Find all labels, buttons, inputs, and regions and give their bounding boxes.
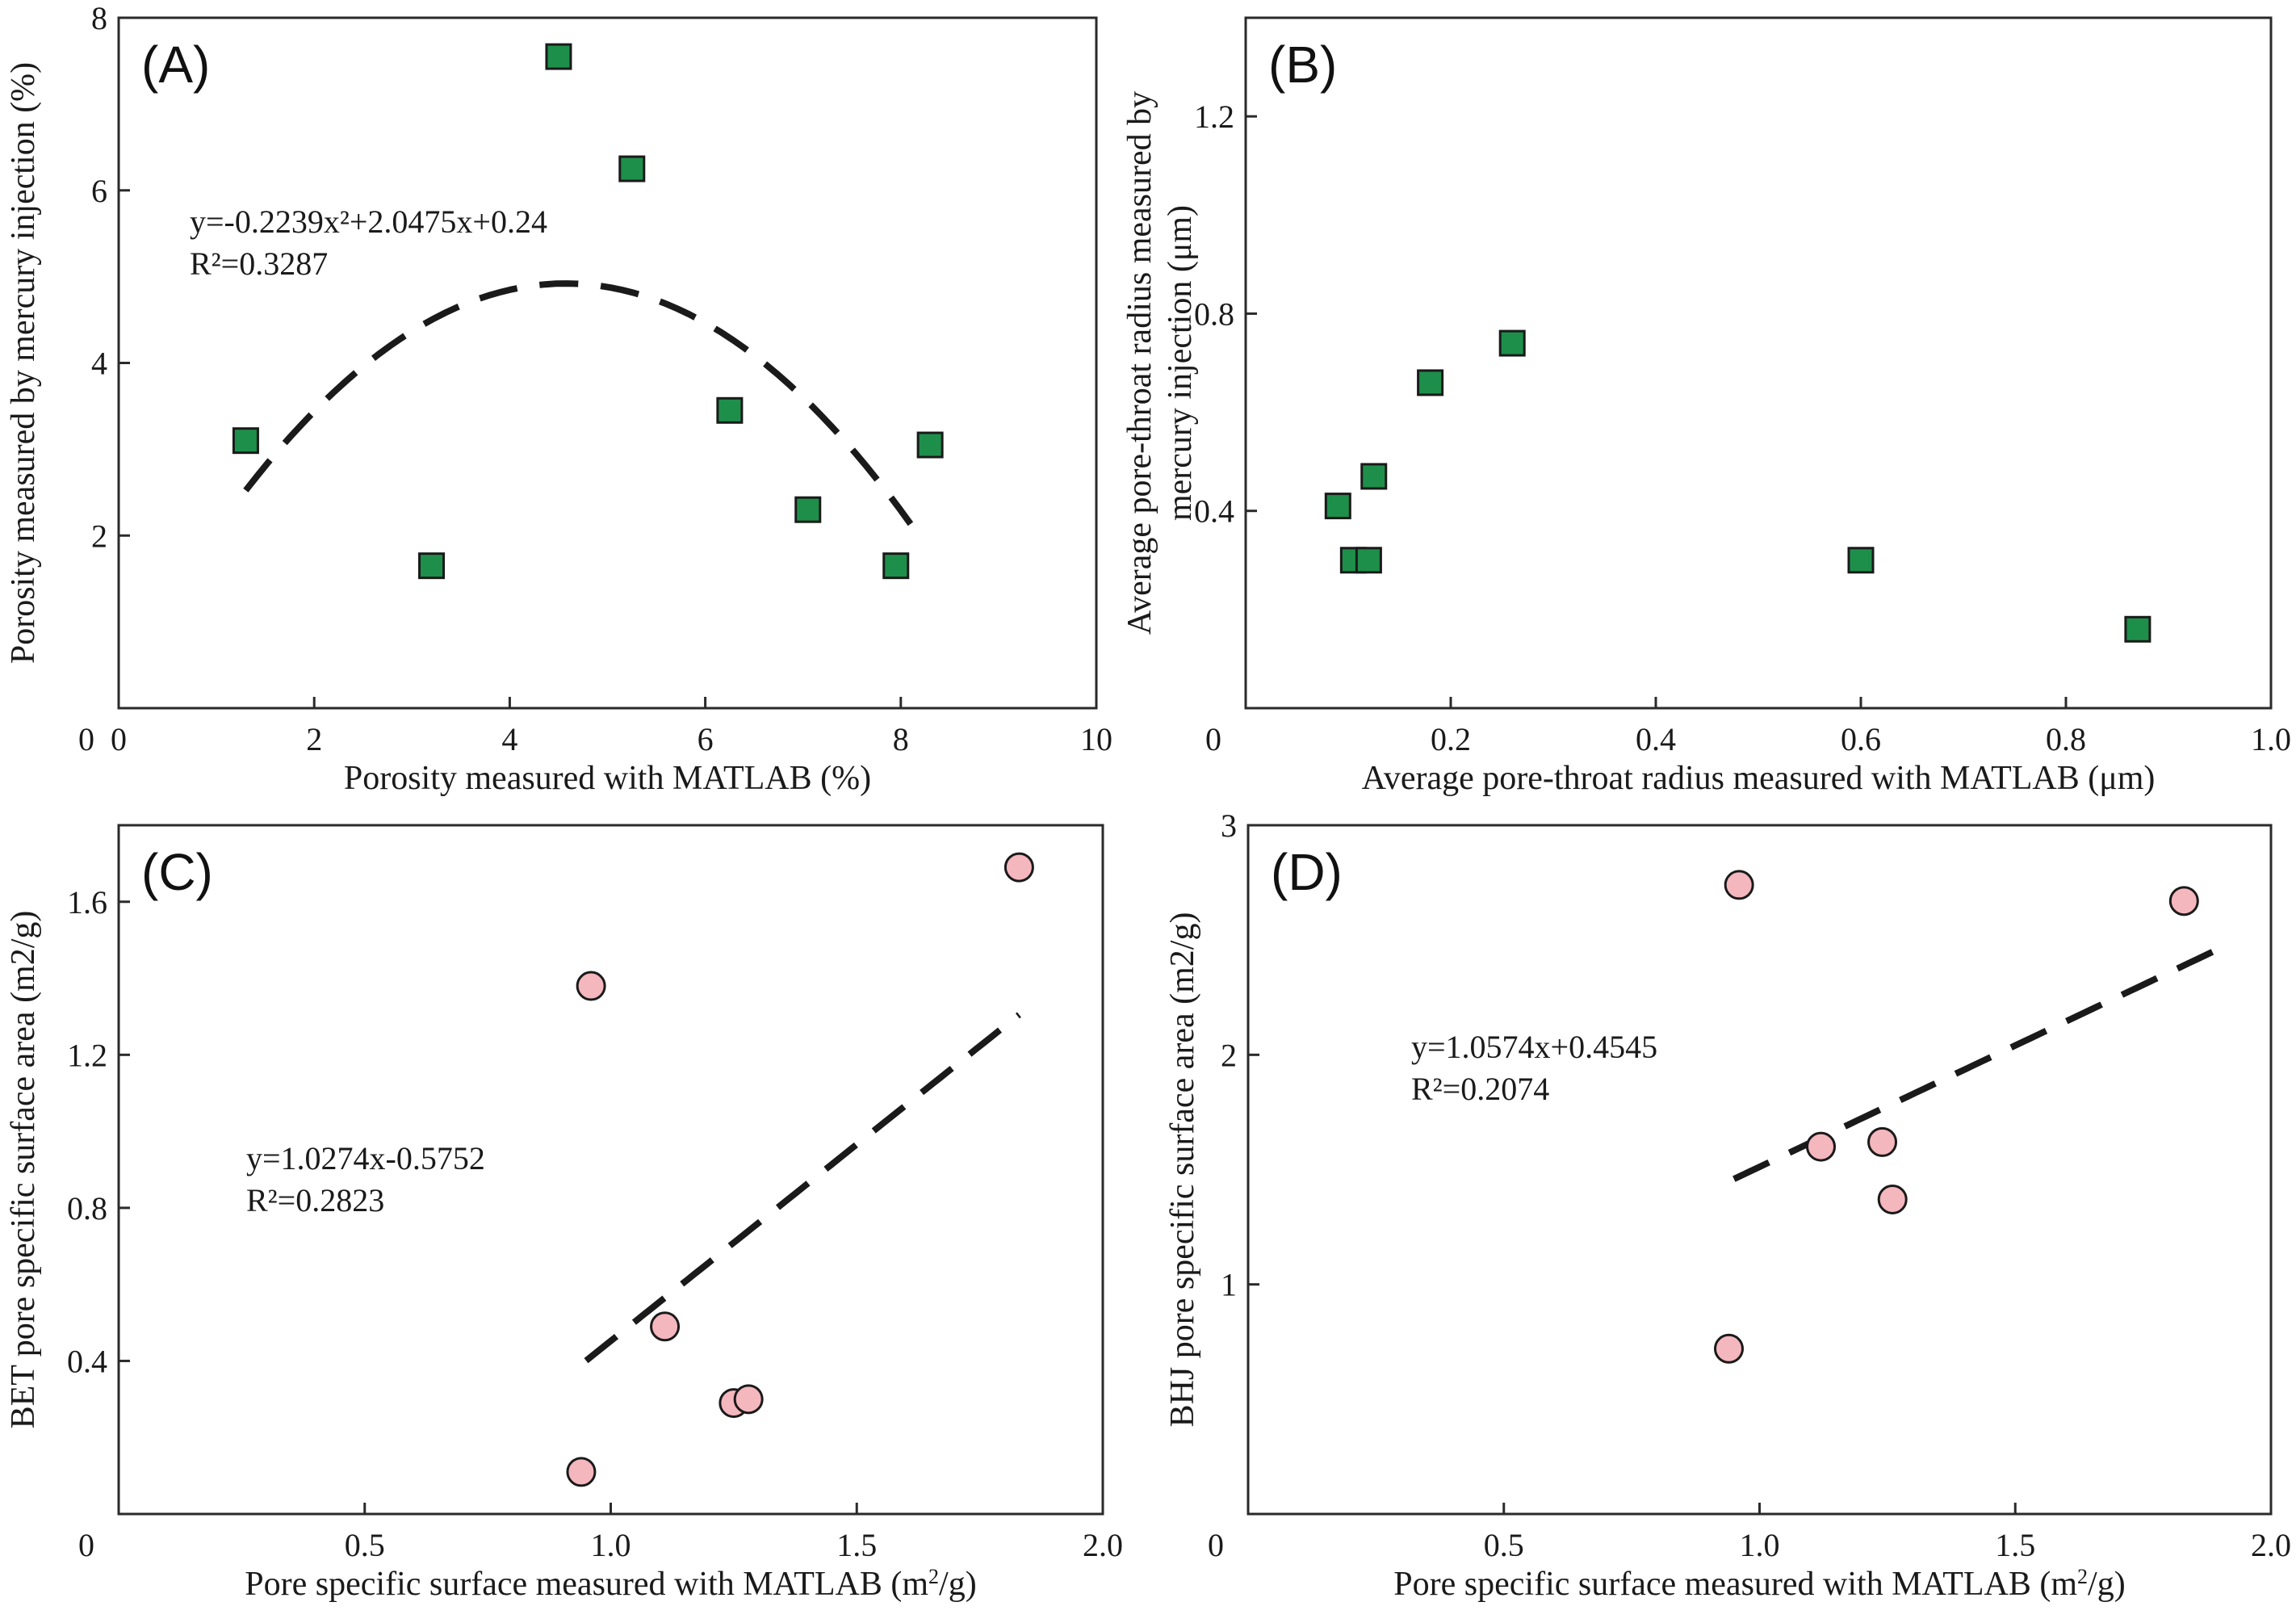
x-tick-label: 0.2 [1431,721,1471,757]
y-tick-label: 4 [91,346,107,382]
data-point-circle [1003,852,1034,883]
y-tick-label: 6 [91,173,107,209]
fit-equation: y=-0.2239x²+2.0475x+0.24 [190,203,547,240]
y-tick-label: 0.8 [1194,296,1234,332]
y-axis-title-line: mercury injection (μm) [1162,205,1199,521]
data-point-square [545,43,572,70]
x-tick-label: 1.0 [2251,721,2291,757]
data-point-circle [1806,1131,1837,1162]
data-point-square [618,155,646,182]
y-axis-title: BET pore specific surface area (m2/g) [5,911,42,1429]
x-axis-title-end: /g) [939,1566,977,1603]
data-point-square [1355,547,1382,574]
data-point-square [882,552,910,580]
data-point-circle [733,1384,764,1415]
data-point-square [794,496,822,523]
panel-d: (D) 0.5 1.0 1.5 2.0 0 1 2 3 Pore specific surface… [1164,807,2291,1603]
y-tick-label: 0.8 [67,1190,107,1227]
x-axis-title: Pore specific surface measured with MATL… [1393,1565,2125,1604]
x-tick-label: 2.0 [2251,1527,2291,1563]
x-tick-label: 0 [111,721,127,757]
x-axis-title: Pore specific surface measured with MATL… [245,1565,976,1604]
data-point-circle [650,1311,681,1342]
data-point-square [418,552,446,580]
x-tick-label: 1.5 [836,1527,877,1563]
y-tick-label: 1.2 [1194,99,1234,135]
x-tick-label: 10 [1080,721,1112,757]
x-axis-title: Average pore-throat radius measured with… [1362,760,2156,797]
data-point-square [1324,493,1351,520]
trend-line [243,280,914,526]
y-tick-label: 1.6 [67,884,107,921]
data-point-circle [1724,870,1754,900]
r-squared-label: R²=0.2823 [246,1182,384,1218]
x-tick-label: 0.5 [345,1527,385,1563]
r-squared-label: R²=0.3287 [190,245,328,282]
x-tick-label: 0.6 [1841,721,1881,757]
data-point-square [916,431,944,459]
data-point-square [1498,329,1526,357]
panel-c: (C) 0.5 1.0 1.5 2.0 0 0.4 0.8 1.2 1.6 Pore specifi… [5,824,1123,1604]
data-point-circle [1713,1333,1744,1364]
data-point-square [1417,369,1444,396]
x-tick-label: 2.0 [1083,1527,1123,1563]
x-tick-label: 8 [893,721,909,757]
x-tick-label: 1.5 [1995,1527,2035,1563]
y-axis-title-line: Average pore-throat radius measured by [1121,91,1158,635]
r-squared-label: R²=0.2074 [1411,1071,1549,1107]
y-tick-label: 3 [1221,807,1237,844]
y-tick-label: 1 [1221,1267,1237,1303]
x-tick-label: 0.5 [1484,1527,1524,1563]
y-tick-label: 2 [91,518,107,554]
x-axis-title-superscript: 2 [928,1565,939,1588]
x-axis-title-main: Pore specific surface measured with MATL… [1393,1566,2077,1603]
y-tick-label: 8 [91,0,107,36]
x-tick-label: 1.0 [1740,1527,1780,1563]
plot-frame [1244,16,2273,710]
y-tick-label: 0.4 [1194,493,1234,530]
x-axis-title: Porosity measured with MATLAB (%) [344,760,871,797]
origin-tick-label: 0 [1205,721,1221,757]
x-axis-title-main: Pore specific surface measured with MATL… [245,1566,928,1603]
x-axis-title-end: /g) [2088,1566,2126,1603]
data-point-square [1847,547,1875,574]
x-axis-title-superscript: 2 [2077,1565,2088,1588]
data-point-circle [1867,1126,1898,1157]
x-tick-label: 0.8 [2046,721,2086,757]
data-point-circle [2168,886,2199,916]
data-point-circle [566,1457,597,1487]
fit-equation: y=1.0574x+0.4545 [1411,1029,1657,1065]
y-tick-label: 1.2 [67,1037,107,1073]
x-tick-label: 1.0 [591,1527,631,1563]
y-axis-title: Porosity measured by mercury injection (… [5,62,42,664]
origin-tick-label: 0 [78,721,94,757]
data-point-square [232,427,259,455]
panel-label: (B) [1268,36,1337,94]
panel-label: (A) [141,36,210,94]
panel-b: (B) 0.2 0.4 0.6 0.8 1.0 0 0.4 0.8 1.2 Average pore… [1121,16,2291,797]
fit-equation: y=1.0274x-0.5752 [246,1140,485,1176]
y-axis-title: BHJ pore specific surface area (m2/g) [1164,912,1201,1428]
data-point-circle [576,971,606,1001]
y-tick-label: 0.4 [67,1343,107,1379]
y-tick-label: 2 [1221,1037,1237,1073]
data-point-circle [1877,1184,1908,1214]
x-tick-label: 0.4 [1636,721,1676,757]
panel-a: (A) 0 2 4 6 8 10 0 2 4 6 8 Porosity measured with MA… [5,0,1112,797]
data-point-square [2124,615,2151,643]
origin-tick-label: 0 [1208,1527,1224,1563]
data-point-square [716,396,744,424]
panel-label: (C) [141,843,213,901]
x-tick-label: 4 [501,721,517,757]
trend-line [584,1012,1021,1364]
x-tick-label: 6 [698,721,714,757]
x-tick-label: 2 [306,721,322,757]
plot-frame [117,16,1098,710]
panel-label: (D) [1271,843,1343,901]
origin-tick-label: 0 [78,1527,94,1563]
data-point-square [1360,463,1388,490]
